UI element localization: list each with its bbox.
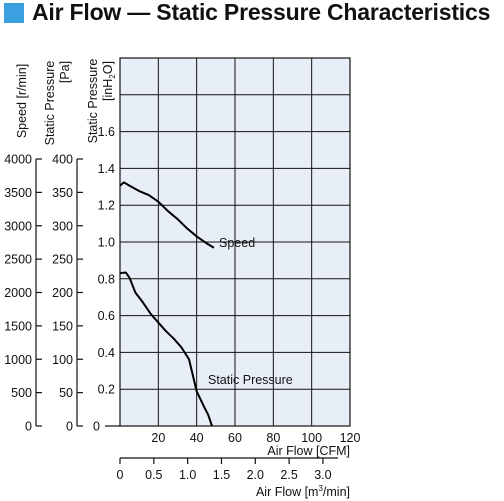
series-layer (119, 181, 215, 427)
y-tick-label-speed: 3000 (4, 219, 32, 233)
x-tick-label-cfm: 120 (340, 431, 361, 445)
labels-layer: Air Flow [CFM] Air Flow [m3/min] Speed [r/… (15, 59, 350, 499)
y-axis-title-inh2o-line1: Static Pressure (86, 59, 100, 144)
y-tick-label-speed: 4000 (4, 153, 32, 167)
x-tick-label-m3min: 1.0 (179, 468, 196, 482)
y-tick-label-speed: 1500 (4, 319, 32, 333)
y-tick-label-pa: 250 (52, 253, 73, 267)
y-tick-label-inh2o: 1.2 (98, 199, 115, 213)
y-tick-label-speed: 1000 (4, 353, 32, 367)
axes-layer: 0500100015002000250030003500400005010015… (4, 125, 360, 482)
y-axis-title-pa-line1: Static Pressure (43, 61, 57, 146)
x-tick-label-cfm: 100 (301, 431, 322, 445)
y-tick-label-speed: 2500 (4, 253, 32, 267)
y-tick-label-pa: 100 (52, 353, 73, 367)
y-tick-label-inh2o: 0.2 (98, 383, 115, 397)
title-marker (4, 3, 24, 23)
series-label-speed: Speed (219, 236, 255, 250)
x-tick-label-m3min: 3.0 (314, 468, 331, 482)
y-tick-label-inh2o: 0.4 (98, 346, 115, 360)
y-tick-label-pa: 200 (52, 286, 73, 300)
y-axis-title-speed: Speed [r/min] (15, 64, 29, 138)
y-tick-label-speed: 500 (11, 386, 32, 400)
x-tick-label-cfm: 20 (151, 431, 165, 445)
x-axis-title-cfm: Air Flow [CFM] (267, 444, 350, 458)
y-tick-label-pa: 50 (59, 386, 73, 400)
y-tick-label-inh2o: 1.6 (98, 125, 115, 139)
series-label-static-pressure: Static Pressure (208, 373, 293, 387)
y-tick-label-speed: 0 (25, 420, 32, 434)
x-tick-label-cfm: 40 (190, 431, 204, 445)
plot-frame (119, 57, 351, 427)
static-pressure-curve (119, 271, 213, 427)
y-tick-label-inh2o: 1.4 (98, 162, 115, 176)
chart-header: Air Flow — Static Pressure Characteristi… (0, 0, 504, 32)
y-tick-label-pa: 0 (66, 420, 73, 434)
x-tick-label-m3min: 2.5 (280, 468, 297, 482)
x-tick-label-m3min: 0.5 (145, 468, 162, 482)
y-tick-label-speed: 3500 (4, 186, 32, 200)
x-tick-label-m3min: 1.5 (213, 468, 230, 482)
x-tick-label-m3min: 2.0 (247, 468, 264, 482)
y-tick-label-pa: 400 (52, 153, 73, 167)
x-tick-label-m3min: 0 (117, 468, 124, 482)
speed-curve (119, 181, 215, 249)
y-tick-label-inh2o: 1.0 (98, 236, 115, 250)
y-tick-label-inh2o-zero: 0 (93, 420, 100, 434)
y-tick-label-inh2o: 0.8 (98, 272, 115, 286)
y-axis-title-pa-line2: [Pa] (58, 61, 72, 83)
y-tick-label-speed: 2000 (4, 286, 32, 300)
y-tick-label-pa: 150 (52, 319, 73, 333)
y-tick-label-inh2o: 0.6 (98, 309, 115, 323)
grid-lines (119, 57, 351, 427)
x-tick-label-cfm: 60 (228, 431, 242, 445)
y-tick-label-pa: 350 (52, 186, 73, 200)
y-tick-label-pa: 300 (52, 219, 73, 233)
y-axis-title-inh2o-line2: [inH2O] (101, 61, 117, 101)
x-axis-title-m3min: Air Flow [m3/min] (256, 484, 350, 499)
chart-title: Air Flow — Static Pressure Characteristi… (32, 0, 491, 25)
x-tick-label-cfm: 80 (266, 431, 280, 445)
